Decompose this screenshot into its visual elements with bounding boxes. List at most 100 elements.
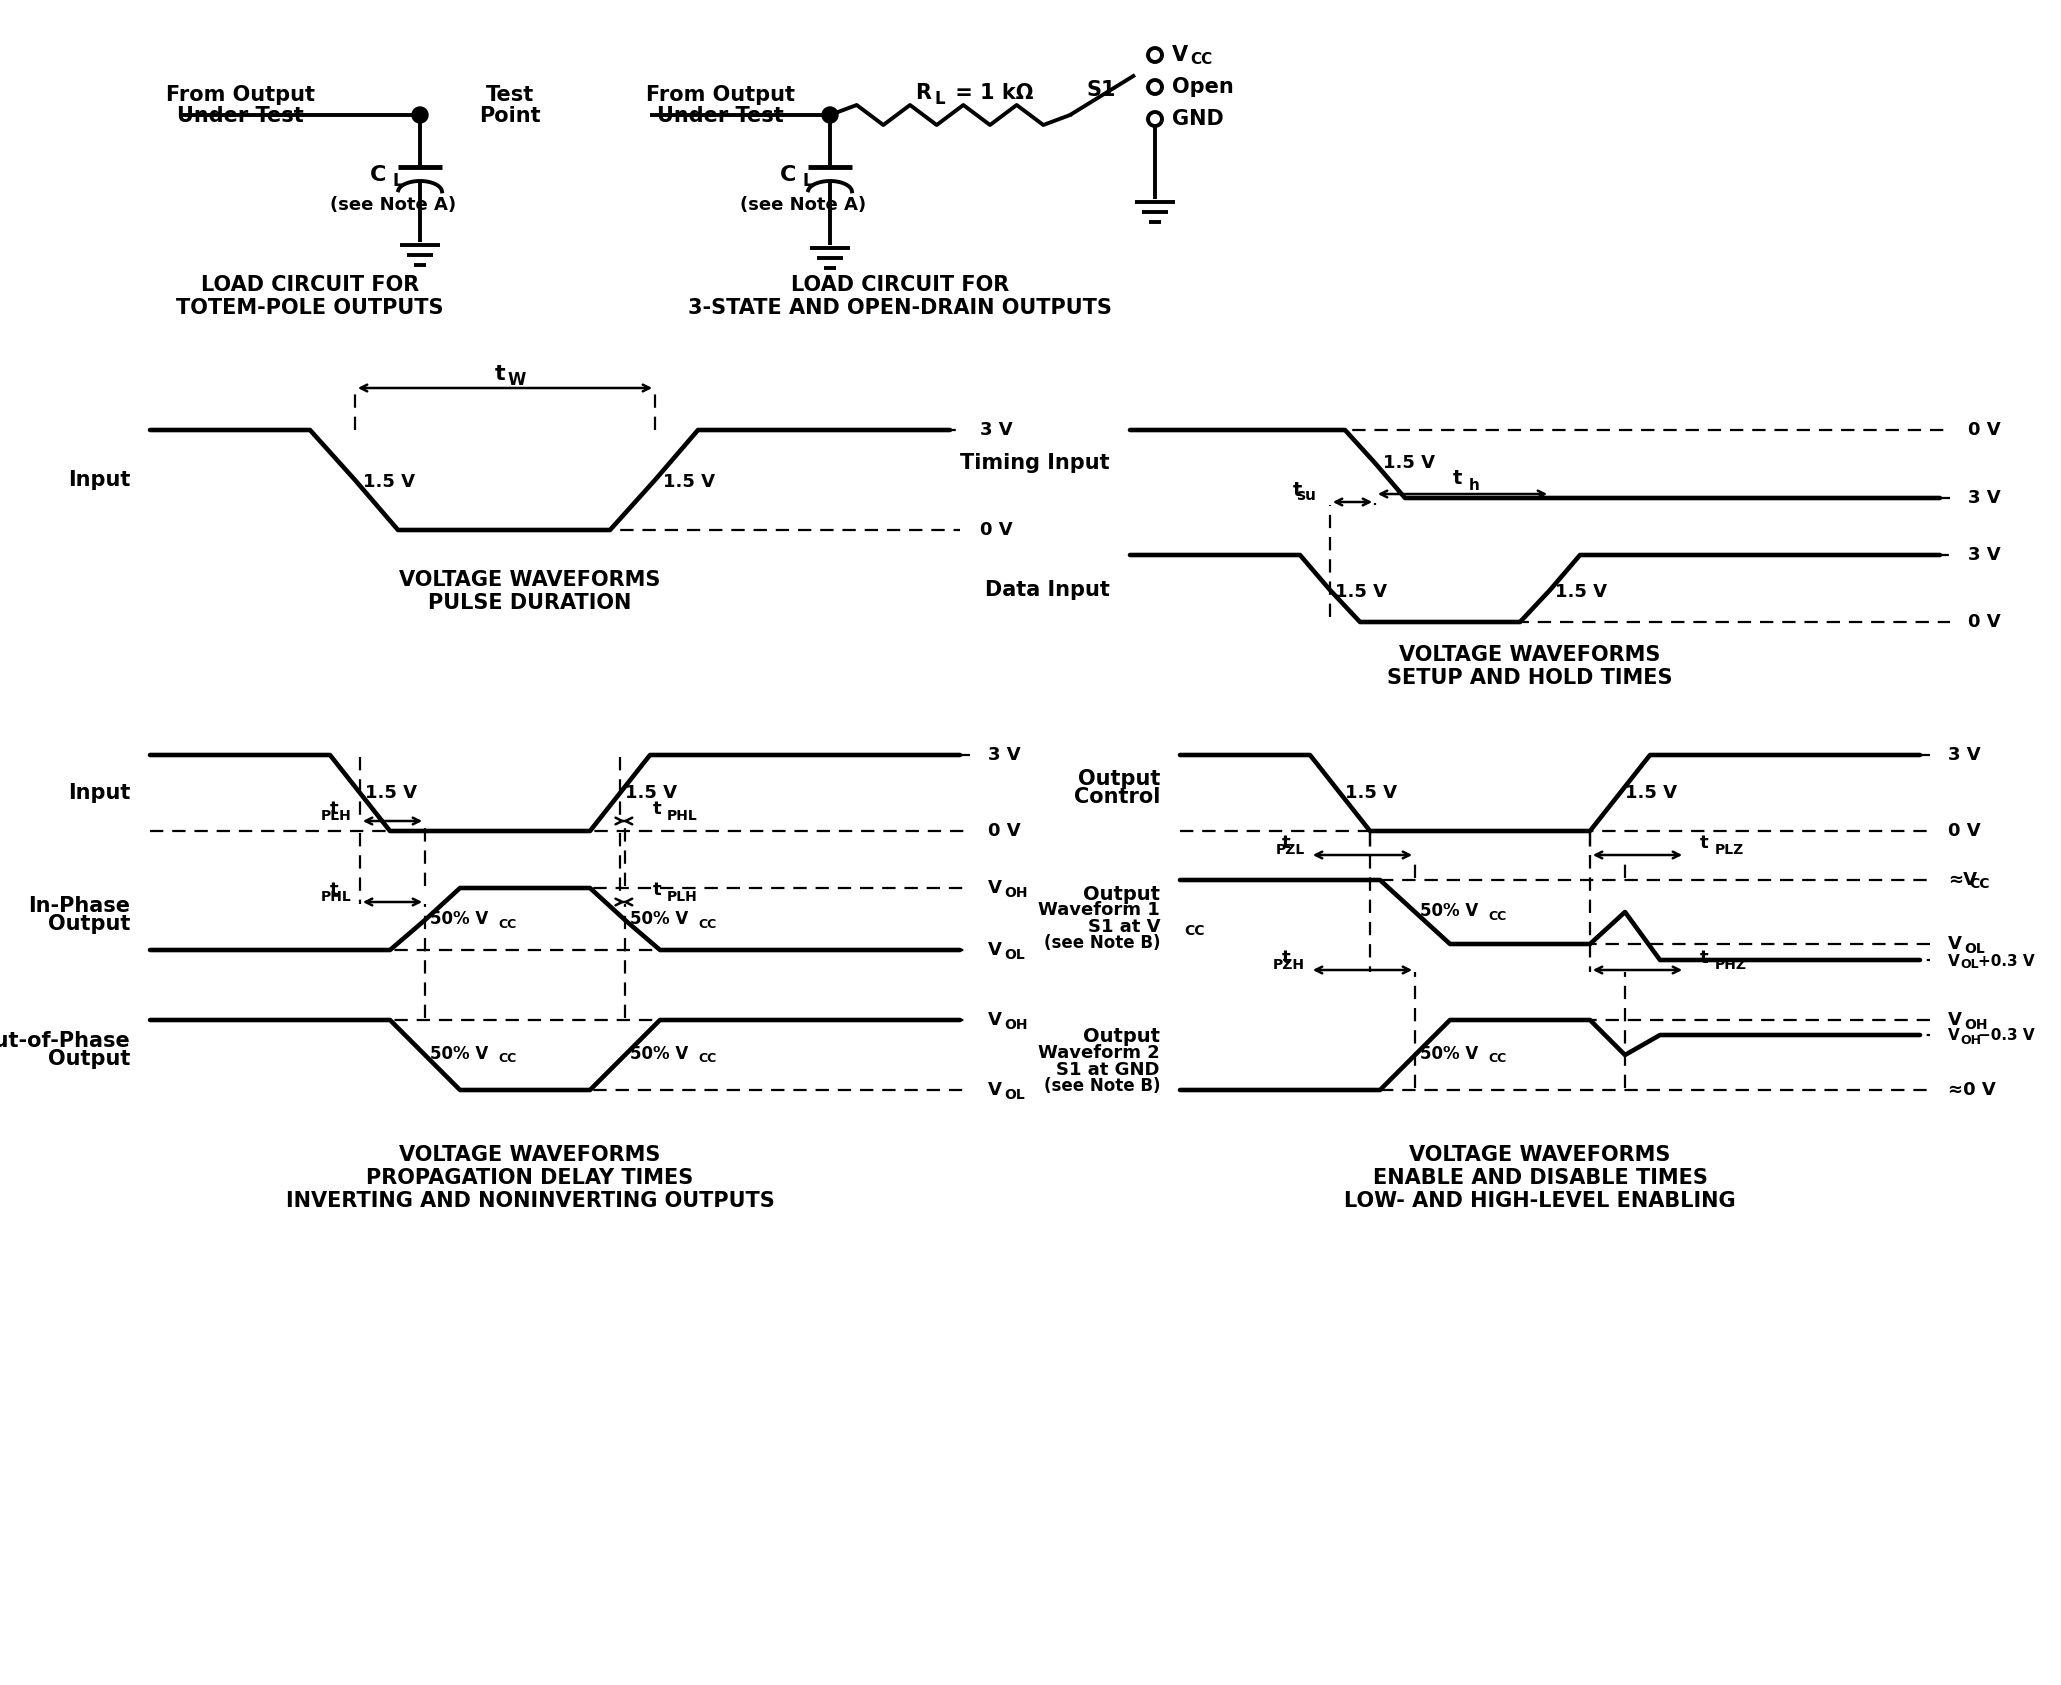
Text: SETUP AND HOLD TIMES: SETUP AND HOLD TIMES	[1387, 667, 1674, 687]
Text: OL: OL	[1004, 949, 1024, 962]
Text: t: t	[330, 800, 338, 817]
Text: PZH: PZH	[1274, 959, 1305, 972]
Text: 0 V: 0 V	[987, 822, 1020, 841]
Text: From Output: From Output	[165, 84, 315, 104]
Text: VOLTAGE WAVEFORMS: VOLTAGE WAVEFORMS	[400, 570, 662, 590]
Text: 50% V: 50% V	[1420, 1045, 1478, 1063]
Text: CC: CC	[1183, 923, 1204, 939]
Text: VOLTAGE WAVEFORMS: VOLTAGE WAVEFORMS	[400, 1146, 662, 1164]
Text: 0 V: 0 V	[979, 521, 1012, 539]
Text: From Output: From Output	[645, 84, 793, 104]
Text: (see Note B): (see Note B)	[1043, 1077, 1160, 1095]
Circle shape	[1148, 79, 1162, 94]
Text: L: L	[804, 172, 814, 190]
Text: Timing Input: Timing Input	[960, 453, 1111, 473]
Text: = 1 kΩ: = 1 kΩ	[948, 83, 1033, 103]
Text: +0.3 V: +0.3 V	[1979, 954, 2034, 969]
Text: CC: CC	[1488, 910, 1507, 922]
Text: t: t	[330, 881, 338, 900]
Circle shape	[1148, 111, 1162, 126]
Text: 50% V: 50% V	[431, 1045, 488, 1063]
Text: t: t	[1700, 834, 1709, 853]
Text: 1.5 V: 1.5 V	[1624, 784, 1678, 802]
Text: CC: CC	[499, 1053, 515, 1065]
Text: CC: CC	[1488, 1053, 1507, 1065]
Text: LOW- AND HIGH-LEVEL ENABLING: LOW- AND HIGH-LEVEL ENABLING	[1344, 1191, 1735, 1212]
Text: −0.3 V: −0.3 V	[1979, 1028, 2034, 1043]
Text: Open: Open	[1173, 78, 1235, 98]
Text: PULSE DURATION: PULSE DURATION	[429, 593, 631, 613]
Text: (see Note A): (see Note A)	[330, 195, 455, 214]
Text: PHL: PHL	[322, 890, 352, 903]
Text: t: t	[1700, 949, 1709, 967]
Text: V: V	[1948, 1011, 1962, 1030]
Text: ≈V: ≈V	[1948, 871, 1976, 890]
Text: (see Note B): (see Note B)	[1043, 933, 1160, 952]
Text: LOAD CIRCUIT FOR: LOAD CIRCUIT FOR	[200, 275, 418, 295]
Text: Control: Control	[1074, 787, 1160, 807]
Text: CC: CC	[1189, 52, 1212, 66]
Text: 50% V: 50% V	[631, 910, 688, 928]
Text: t: t	[1453, 468, 1461, 487]
Text: t: t	[653, 881, 662, 900]
Text: 3-STATE AND OPEN-DRAIN OUTPUTS: 3-STATE AND OPEN-DRAIN OUTPUTS	[688, 298, 1113, 318]
Text: CC: CC	[699, 1053, 717, 1065]
Text: LOAD CIRCUIT FOR: LOAD CIRCUIT FOR	[791, 275, 1010, 295]
Text: 3 V: 3 V	[1968, 546, 2001, 564]
Text: Out-of-Phase: Out-of-Phase	[0, 1031, 130, 1051]
Text: Input: Input	[68, 470, 130, 490]
Text: t: t	[653, 800, 662, 817]
Text: 50% V: 50% V	[631, 1045, 688, 1063]
Text: V: V	[1948, 954, 1960, 969]
Text: t: t	[1292, 480, 1303, 499]
Text: 1.5 V: 1.5 V	[664, 473, 715, 490]
Text: 1.5 V: 1.5 V	[624, 784, 676, 802]
Text: C: C	[371, 165, 385, 185]
Text: Waveform 1: Waveform 1	[1039, 901, 1160, 918]
Text: Output: Output	[1078, 768, 1160, 789]
Text: 3 V: 3 V	[1968, 489, 2001, 507]
Text: 1.5 V: 1.5 V	[1554, 583, 1608, 602]
Text: h: h	[1469, 477, 1480, 492]
Text: S1: S1	[1086, 79, 1117, 99]
Text: V: V	[987, 1011, 1002, 1030]
Text: PROPAGATION DELAY TIMES: PROPAGATION DELAY TIMES	[367, 1168, 695, 1188]
Text: CC: CC	[499, 918, 515, 930]
Text: 3 V: 3 V	[1948, 746, 1981, 763]
Text: 1.5 V: 1.5 V	[365, 784, 416, 802]
Text: PLZ: PLZ	[1715, 842, 1744, 858]
Text: Under Test: Under Test	[657, 106, 783, 126]
Text: ENABLE AND DISABLE TIMES: ENABLE AND DISABLE TIMES	[1373, 1168, 1707, 1188]
Text: 50% V: 50% V	[1420, 901, 1478, 920]
Text: GND: GND	[1173, 110, 1224, 130]
Text: Output: Output	[1082, 1028, 1160, 1046]
Text: S1 at V: S1 at V	[1088, 918, 1160, 935]
Text: V: V	[987, 940, 1002, 959]
Text: VOLTAGE WAVEFORMS: VOLTAGE WAVEFORMS	[1410, 1146, 1671, 1164]
Text: 3 V: 3 V	[979, 421, 1012, 440]
Text: 3 V: 3 V	[987, 746, 1020, 763]
Text: S1 at GND: S1 at GND	[1057, 1062, 1160, 1078]
Circle shape	[412, 108, 429, 123]
Circle shape	[1148, 47, 1162, 62]
Circle shape	[822, 108, 839, 123]
Text: V: V	[987, 880, 1002, 896]
Text: OH: OH	[1964, 1018, 1987, 1031]
Text: TOTEM-POLE OUTPUTS: TOTEM-POLE OUTPUTS	[177, 298, 443, 318]
Text: 1.5 V: 1.5 V	[1383, 453, 1434, 472]
Text: Output: Output	[1082, 885, 1160, 903]
Text: OH: OH	[1004, 1018, 1028, 1031]
Text: R: R	[915, 83, 932, 103]
Text: PHZ: PHZ	[1715, 959, 1748, 972]
Text: Data Input: Data Input	[985, 580, 1111, 600]
Text: L: L	[936, 89, 946, 108]
Text: Output: Output	[47, 913, 130, 933]
Text: PLH: PLH	[668, 890, 699, 903]
Text: (see Note A): (see Note A)	[740, 195, 866, 214]
Text: OL: OL	[1960, 959, 1979, 972]
Text: 1.5 V: 1.5 V	[363, 473, 414, 490]
Text: t: t	[1282, 949, 1290, 967]
Text: INVERTING AND NONINVERTING OUTPUTS: INVERTING AND NONINVERTING OUTPUTS	[286, 1191, 775, 1212]
Text: W: W	[507, 371, 526, 389]
Text: 0 V: 0 V	[1968, 613, 2001, 630]
